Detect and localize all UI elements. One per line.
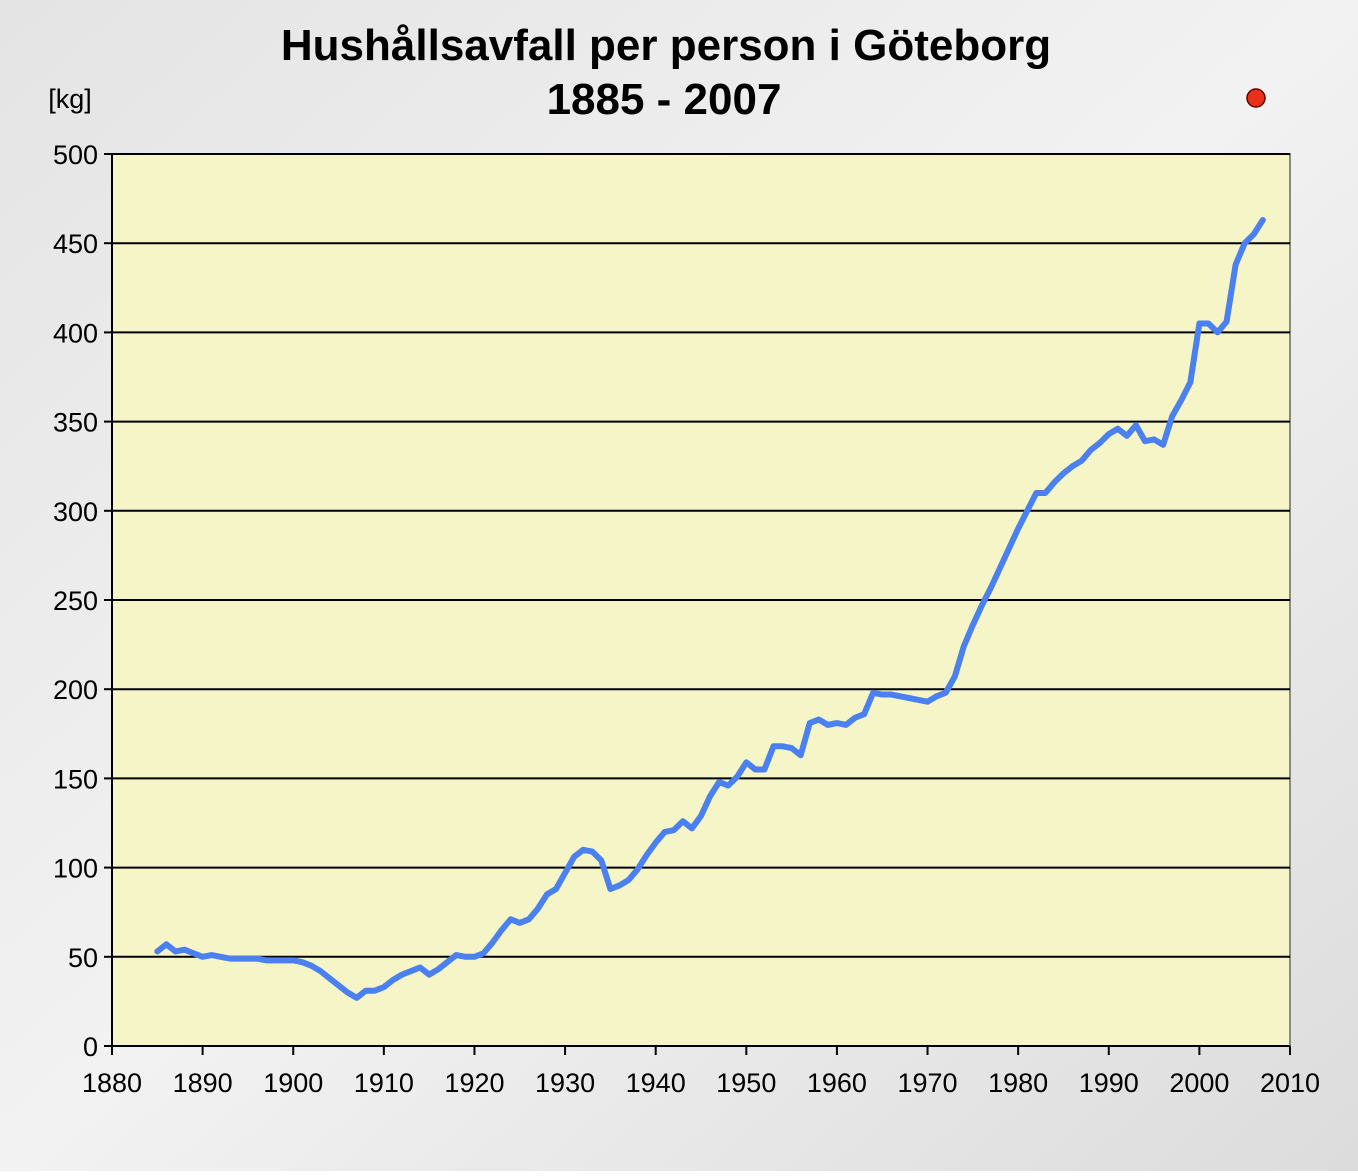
y-tick-label: 150	[53, 764, 98, 794]
y-tick-label: 400	[53, 318, 98, 348]
x-tick-label: 1990	[1079, 1068, 1139, 1098]
x-tick-label: 1970	[897, 1068, 957, 1098]
y-tick-label: 450	[53, 229, 98, 259]
x-tick-label: 1930	[535, 1068, 595, 1098]
y-tick-label: 100	[53, 854, 98, 884]
y-tick-label: 250	[53, 586, 98, 616]
y-tick-label: 200	[53, 675, 98, 705]
chart-title: Hushållsavfall per person i Göteborg	[281, 21, 1051, 70]
x-tick-label: 2000	[1169, 1068, 1229, 1098]
y-tick-label: 0	[83, 1032, 98, 1062]
chart-subtitle: 1885 - 2007	[547, 75, 782, 124]
y-tick-label: 300	[53, 497, 98, 527]
y-axis-label: [kg]	[48, 84, 92, 114]
x-tick-label: 1960	[807, 1068, 867, 1098]
x-tick-label: 1940	[626, 1068, 686, 1098]
y-tick-label: 50	[68, 943, 98, 973]
x-tick-label: 1980	[988, 1068, 1048, 1098]
x-tick-label: 1920	[444, 1068, 504, 1098]
x-tick-label: 1900	[263, 1068, 323, 1098]
plot-area: 0 50 100 150 200 250 300 350 400 450 500 1880 1890 19…	[53, 140, 1320, 1098]
data-line	[154, 217, 1266, 1001]
x-tick-label: 2010	[1260, 1068, 1320, 1098]
y-tick-label: 500	[53, 140, 98, 170]
x-tick-label: 1890	[173, 1068, 233, 1098]
x-tick-label: 1910	[354, 1068, 414, 1098]
x-tick-label: 1950	[716, 1068, 776, 1098]
decorative-dot	[1246, 88, 1266, 108]
x-tick-label: 1880	[82, 1068, 142, 1098]
y-tick-label: 350	[53, 408, 98, 438]
